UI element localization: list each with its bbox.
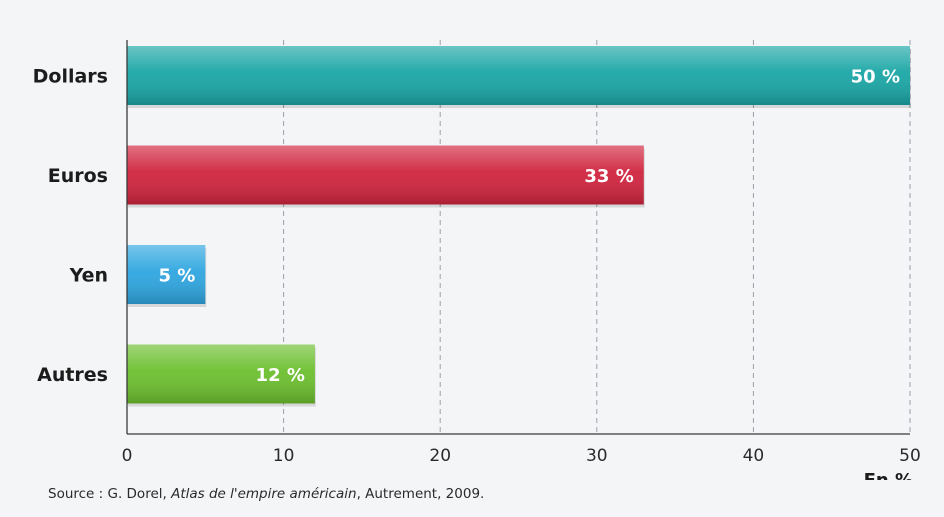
category-label: Yen [69, 265, 108, 287]
x-tick-label: 20 [429, 446, 451, 466]
bars-group [127, 46, 911, 407]
bar-shine [127, 344, 315, 404]
data-label: 12 % [256, 365, 305, 386]
axes-group [126, 40, 910, 435]
category-label: Dollars [33, 66, 108, 88]
category-label: Autres [37, 364, 108, 386]
x-tick-label: 40 [743, 446, 765, 466]
bar-shine [127, 46, 910, 105]
x-axis-title: En % [864, 470, 913, 480]
bar-shine [127, 145, 644, 205]
x-tick-label: 30 [586, 446, 608, 466]
labels-group: Dollars 50 % Euros 33 % Yen 5 % Autres 12 % 0 10 2… [33, 66, 921, 481]
data-label: 5 % [158, 266, 195, 287]
x-tick-label: 50 [899, 446, 921, 466]
source-title: Atlas de l'empire américain [171, 486, 357, 502]
category-label: Euros [48, 165, 108, 187]
bar-chart: Dollars 50 % Euros 33 % Yen 5 % Autres 12 % 0 10 2… [33, 40, 921, 481]
data-label: 33 % [584, 166, 633, 187]
x-tick-label: 10 [273, 446, 295, 466]
x-tick-label: 0 [122, 446, 133, 466]
bar-shine [127, 245, 206, 304]
data-label: 50 % [851, 67, 900, 88]
source-note: Source : G. Dorel, Atlas de l'empire amé… [48, 486, 484, 502]
source-suffix: , Autrement, 2009. [356, 486, 485, 502]
source-prefix: Source : G. Dorel, [48, 486, 172, 502]
